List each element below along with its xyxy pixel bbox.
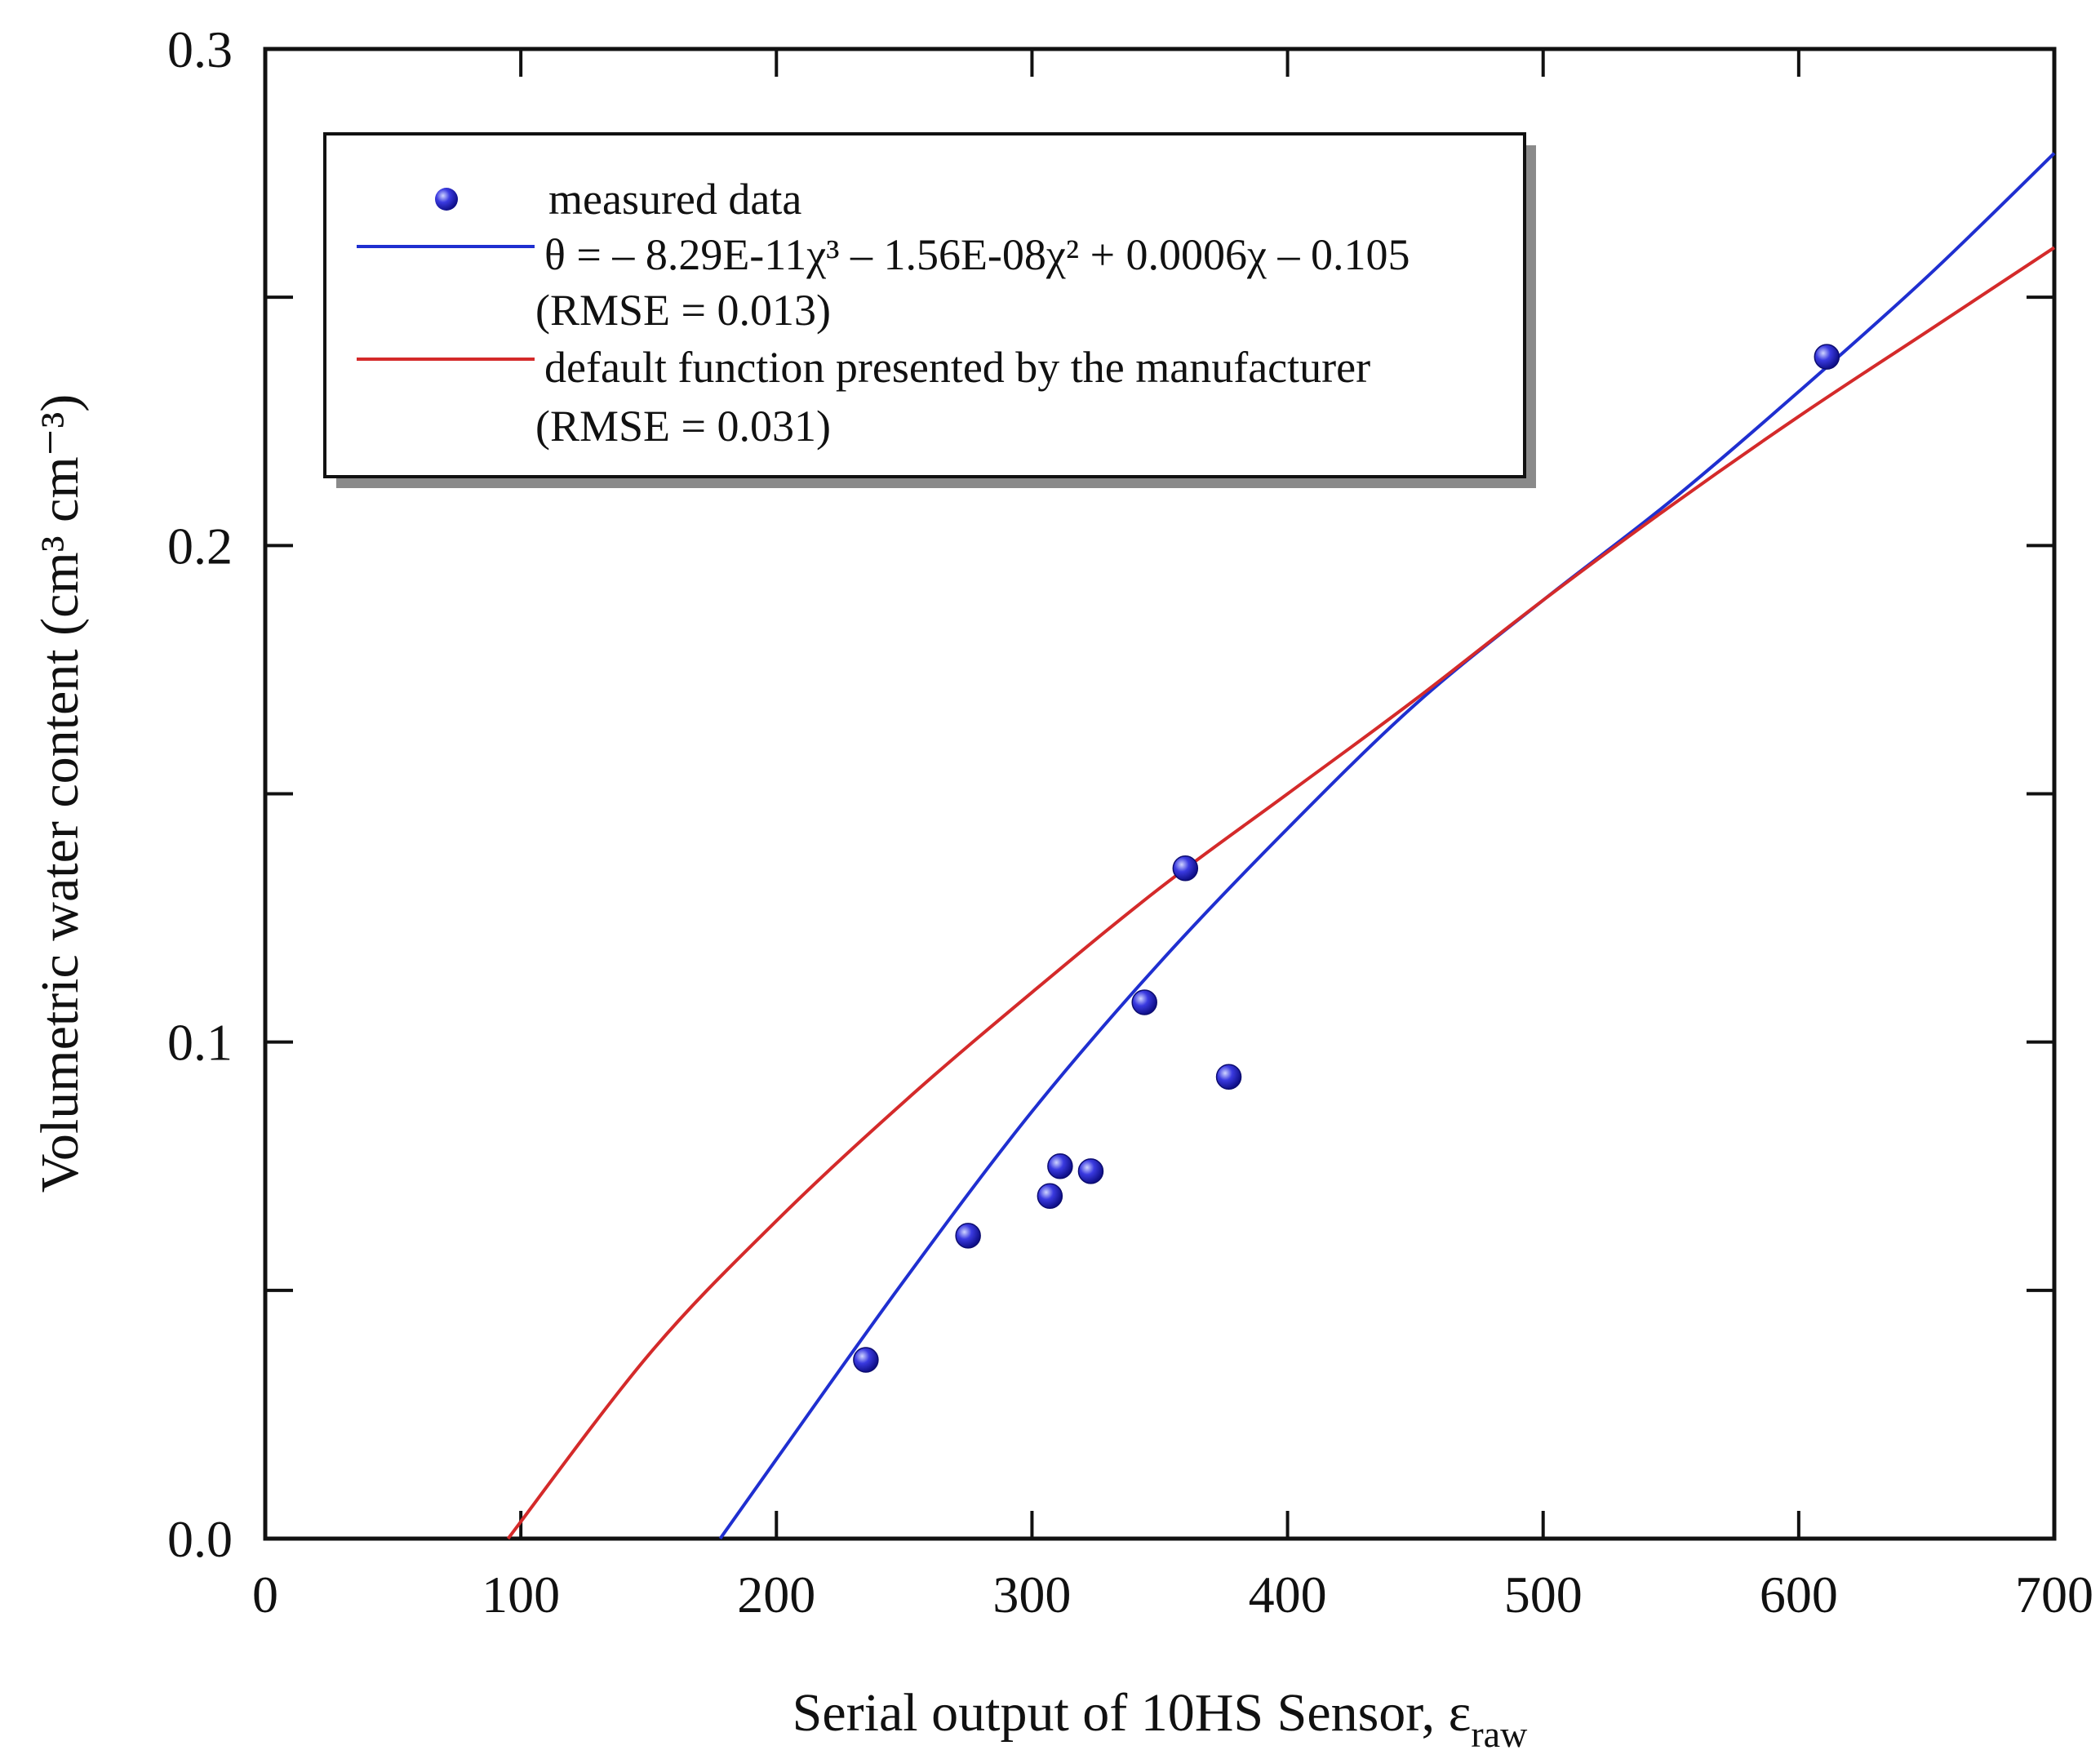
x-tick-label: 700 [2015, 1566, 2093, 1624]
data-point [1215, 1064, 1242, 1090]
legend-label-fit: θ = – 8.29E-11χ³ – 1.56E-08χ² + 0.0006χ … [544, 230, 1410, 279]
x-tick-label: 500 [1504, 1566, 1583, 1624]
data-point [1814, 344, 1840, 370]
y-tick-label: 0.0 [167, 1510, 233, 1568]
x-tick-label: 600 [1760, 1566, 1838, 1624]
y-tick-label: 0.1 [167, 1014, 233, 1072]
data-point [1037, 1183, 1063, 1209]
data-point [1047, 1153, 1073, 1179]
data-points [853, 344, 1840, 1373]
legend-label-measured: measured data [548, 175, 801, 224]
legend-label-fit-rmse: (RMSE = 0.013) [535, 286, 831, 335]
data-point [955, 1223, 981, 1249]
x-tick-label: 100 [482, 1566, 560, 1624]
legend: measured data θ = – 8.29E-11χ³ – 1.56E-0… [323, 132, 1536, 488]
fitted-curve-line [718, 152, 2056, 1540]
legend-label-default: default function presented by the manufa… [544, 343, 1370, 392]
data-point [1077, 1158, 1104, 1184]
fit-lines [506, 152, 2056, 1540]
y-tick-label: 0.2 [167, 517, 233, 575]
legend-marker-measured [435, 188, 458, 211]
legend-box [323, 132, 1526, 478]
axis-tick-labels: 0 100 200 300 400 500 600 700 0.0 0.1 0.2 0.3 [167, 20, 2093, 1624]
x-axis-title: Serial output of 10HS Sensor, εraw [792, 1683, 1528, 1755]
manufacturer-curve-line [506, 246, 2056, 1540]
legend-label-default-rmse: (RMSE = 0.031) [535, 402, 831, 451]
data-point [1172, 855, 1199, 882]
x-tick-label: 200 [737, 1566, 815, 1624]
y-tick-label: 0.3 [167, 20, 233, 78]
x-tick-label: 300 [992, 1566, 1071, 1624]
axis-ticks [264, 47, 2056, 1540]
x-tick-label: 0 [252, 1566, 278, 1624]
y-axis-title: Volumetric water content (cm³ cm⁻³) [30, 394, 90, 1193]
data-point [1131, 989, 1157, 1015]
x-tick-label: 400 [1249, 1566, 1327, 1624]
data-point [853, 1347, 879, 1373]
